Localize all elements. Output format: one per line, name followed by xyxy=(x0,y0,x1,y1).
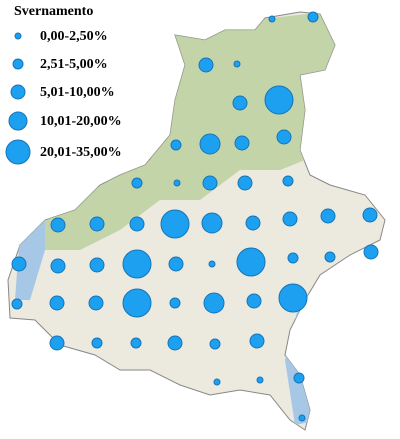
bubble xyxy=(324,251,336,263)
bubble xyxy=(208,260,216,268)
bubble xyxy=(122,249,152,279)
bubble xyxy=(198,57,214,73)
bubble xyxy=(122,288,152,318)
legend-title: Svernamento xyxy=(14,4,93,19)
bubble xyxy=(49,335,65,351)
bubble xyxy=(276,129,292,145)
bubbles xyxy=(11,11,379,422)
bubble xyxy=(160,209,190,239)
bubble xyxy=(203,292,225,314)
bubble xyxy=(170,139,182,151)
bubble xyxy=(256,376,264,384)
bubble xyxy=(169,297,181,309)
bubble xyxy=(209,338,221,350)
bubble xyxy=(278,283,308,313)
bubble xyxy=(11,256,27,272)
bubble xyxy=(130,337,142,349)
bubble xyxy=(282,211,298,227)
bubble xyxy=(233,60,241,68)
bubble xyxy=(246,293,262,309)
bubble xyxy=(264,85,294,115)
legend-symbol xyxy=(8,111,28,131)
bubble xyxy=(363,244,379,260)
bubble xyxy=(88,295,104,311)
bubble xyxy=(236,247,266,277)
bubble xyxy=(50,217,66,233)
bubble xyxy=(232,95,248,111)
legend-label: 10,01-20,00% xyxy=(40,114,122,129)
legend-label: 0,00-2,50% xyxy=(40,29,108,44)
bubble xyxy=(362,207,378,223)
bubble xyxy=(237,175,253,191)
legend-symbol xyxy=(12,58,24,70)
bubble xyxy=(201,212,223,234)
bubble xyxy=(268,15,276,23)
bubble xyxy=(249,333,265,349)
bubble xyxy=(11,298,23,310)
legend-label: 2,51-5,00% xyxy=(40,57,108,72)
bubble xyxy=(49,295,65,311)
bubble xyxy=(91,337,103,349)
bubble xyxy=(307,11,319,23)
bubble xyxy=(282,175,294,187)
bubble xyxy=(245,215,261,231)
bubble xyxy=(199,133,221,155)
bubble xyxy=(168,256,184,272)
bubble xyxy=(50,258,66,274)
bubble xyxy=(202,175,218,191)
bubble xyxy=(167,335,183,351)
bubble xyxy=(173,179,181,187)
bubble xyxy=(131,177,143,189)
legend-label: 20,01-35,00% xyxy=(40,145,122,160)
legend-label: 5,01-10,00% xyxy=(40,85,115,100)
bubble xyxy=(234,135,250,151)
bubble xyxy=(213,378,221,386)
legend: Svernamento 0,00-2,50% 2,51-5,00% 5,01-1… xyxy=(5,4,122,165)
legend-symbol xyxy=(10,84,26,100)
bubble xyxy=(320,208,336,224)
legend-symbol xyxy=(5,139,31,165)
bubble xyxy=(89,257,105,273)
bubble xyxy=(287,252,299,264)
bubble xyxy=(293,372,305,384)
bubble xyxy=(298,414,306,422)
legend-symbol xyxy=(14,32,22,40)
bubble xyxy=(89,216,105,232)
bubble xyxy=(129,216,145,232)
